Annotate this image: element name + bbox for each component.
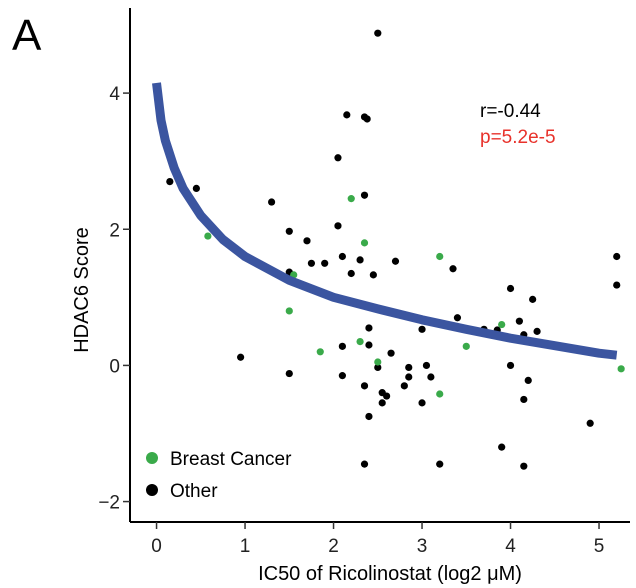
x-axis-title: IC50 of Ricolinostat (log2 μM) [258, 563, 522, 585]
data-point-other [520, 395, 528, 404]
data-point-other [586, 419, 594, 427]
legend-label-other: Other [170, 481, 218, 502]
data-point-other [166, 178, 174, 186]
data-point-other [400, 382, 408, 390]
data-point-other [360, 191, 369, 199]
data-point-other [383, 392, 391, 400]
data-point-other [192, 184, 200, 193]
data-point-other [418, 325, 426, 333]
data-point-other [524, 376, 532, 384]
data-point-breast-cancer [374, 358, 382, 366]
data-point-other [347, 269, 355, 278]
data-point-other [418, 399, 426, 407]
y-tick-label: 0 [109, 356, 120, 377]
x-tick-label: 3 [417, 536, 428, 557]
data-point-other [533, 327, 541, 335]
data-point-other [422, 361, 431, 370]
data-point-other [338, 342, 346, 350]
legend: Breast Cancer Other [146, 449, 292, 502]
x-tick-label: 1 [240, 536, 251, 557]
data-point-breast-cancer [617, 365, 625, 373]
data-point-other [387, 349, 395, 357]
x-tick-label: 2 [328, 536, 339, 557]
data-point-other [427, 373, 435, 381]
data-point-breast-cancer [360, 239, 369, 247]
x-tick-label: 0 [151, 536, 162, 557]
data-point-other [360, 460, 369, 468]
correlation-label: r=-0.44 [480, 101, 541, 122]
y-tick-label: 4 [109, 84, 120, 105]
data-point-other [506, 361, 515, 370]
y-axis-title: HDAC6 Score [71, 227, 93, 353]
fit-curve [152, 82, 618, 360]
data-point-other [453, 314, 462, 322]
data-point-other [369, 271, 377, 279]
data-point-other [613, 281, 621, 289]
data-point-other [436, 460, 444, 468]
data-point-other [498, 443, 506, 451]
data-point-other [285, 369, 293, 378]
x-tick-label: 5 [594, 536, 605, 557]
data-point-other [405, 363, 413, 372]
legend-marker-breast-cancer [146, 452, 158, 464]
data-point-breast-cancer [347, 195, 355, 203]
fit-curve-group [152, 82, 618, 360]
data-point-other [267, 198, 276, 206]
data-points [166, 29, 625, 470]
data-point-other [374, 363, 382, 372]
data-point-other [356, 256, 364, 264]
y-tick-label: −2 [98, 493, 120, 514]
data-point-other [338, 252, 346, 261]
data-point-breast-cancer [316, 348, 324, 356]
data-point-breast-cancer [436, 390, 444, 398]
data-point-breast-cancer [204, 232, 212, 240]
data-point-other [321, 259, 329, 267]
data-point-other [360, 382, 369, 390]
data-point-breast-cancer [462, 342, 470, 350]
data-point-other [365, 341, 373, 349]
data-point-other [285, 227, 293, 235]
data-point-other [237, 353, 245, 361]
data-point-other [343, 111, 351, 119]
data-point-other [520, 462, 528, 470]
data-point-breast-cancer [285, 307, 293, 315]
data-point-other [365, 324, 373, 332]
data-point-other [506, 284, 515, 293]
panel-label: A [12, 11, 42, 60]
data-point-other [334, 154, 342, 162]
y-tick-label: 2 [109, 220, 120, 241]
data-point-other [391, 257, 400, 265]
legend-marker-other [146, 484, 158, 496]
data-point-other [303, 237, 311, 245]
data-point-other [515, 317, 523, 325]
data-point-other [374, 29, 382, 37]
data-point-breast-cancer [356, 337, 364, 346]
x-tick-label: 4 [505, 536, 516, 557]
data-point-breast-cancer [436, 252, 444, 261]
data-point-other [334, 222, 342, 230]
data-point-other [529, 295, 537, 303]
data-point-breast-cancer [498, 320, 506, 329]
data-point-other [405, 373, 413, 381]
data-point-other [613, 252, 621, 261]
data-point-other [338, 372, 346, 380]
legend-label-breast-cancer: Breast Cancer [170, 449, 292, 470]
data-point-other [307, 259, 316, 267]
data-point-other [365, 412, 373, 421]
p-value-label: p=5.2e-5 [480, 127, 556, 148]
data-point-other [363, 115, 371, 123]
axes: 0 1 2 3 4 5 −2 0 2 4 [98, 8, 630, 557]
data-point-other [378, 399, 386, 407]
data-point-other [449, 265, 457, 273]
